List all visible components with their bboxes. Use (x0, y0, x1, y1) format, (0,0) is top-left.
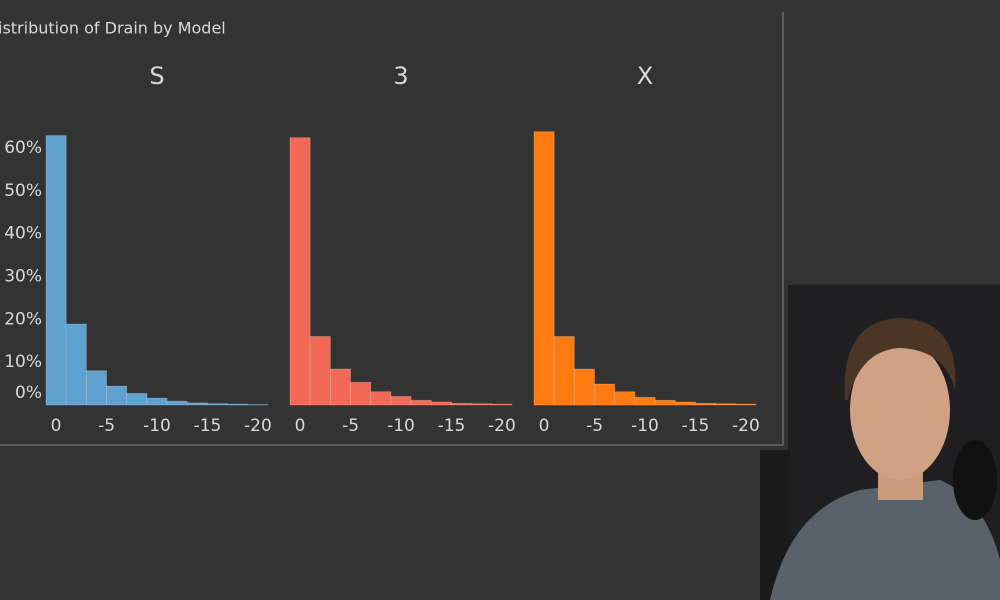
x-tick-label: -5 (342, 416, 359, 436)
x-tick-label: -15 (438, 416, 466, 436)
bar (390, 396, 412, 406)
bar (614, 391, 636, 406)
y-tick-label: 10% (4, 352, 42, 372)
x-tick-label: 0 (539, 416, 550, 436)
bar (654, 399, 676, 406)
face (850, 340, 950, 480)
bar (735, 403, 757, 406)
webcam (760, 285, 1000, 600)
microphone (953, 440, 997, 520)
x-tick-label: 0 (295, 416, 306, 436)
x-tick-label: -20 (732, 416, 760, 436)
y-tick-label: 20% (4, 309, 42, 329)
bar (207, 403, 229, 406)
bar (146, 397, 168, 406)
bar (309, 336, 331, 406)
x-tick-label: -20 (488, 416, 516, 436)
x-tick-label: 0 (51, 416, 62, 436)
bar (126, 393, 148, 406)
bar (65, 323, 87, 406)
bar (85, 370, 107, 406)
bar (594, 383, 616, 406)
panel-title: 3 (393, 62, 408, 90)
x-tick-label: -10 (387, 416, 415, 436)
y-tick-label: 60% (4, 138, 42, 158)
bar (553, 336, 575, 406)
bar (430, 401, 452, 406)
bar (533, 131, 555, 406)
bar (674, 401, 696, 406)
bar (573, 368, 595, 406)
bar (106, 385, 128, 406)
bar (45, 135, 67, 406)
bar (186, 402, 208, 406)
x-tick-label: -5 (98, 416, 115, 436)
bar (289, 137, 311, 406)
x-tick-label: -20 (244, 416, 272, 436)
bar (634, 396, 656, 406)
bar (370, 391, 392, 406)
y-tick-label: 50% (4, 181, 42, 201)
y-tick-label: 0% (15, 383, 42, 403)
bar (471, 403, 493, 406)
y-tick-label: 30% (4, 266, 42, 286)
x-tick-label: -10 (143, 416, 171, 436)
bar (166, 400, 188, 406)
panel-title: X (637, 62, 653, 90)
hair (844, 318, 956, 400)
y-tick-label: 40% (4, 224, 42, 244)
bar (410, 399, 432, 406)
bar (451, 402, 473, 406)
shirt (770, 480, 1000, 600)
bar (350, 381, 372, 406)
x-tick-label: -10 (631, 416, 659, 436)
panel-title: S (149, 62, 164, 90)
chart-title: istribution of Drain by Model (0, 19, 226, 38)
bar (227, 403, 249, 406)
x-tick-label: -5 (586, 416, 603, 436)
bar (695, 402, 717, 406)
x-tick-label: -15 (194, 416, 222, 436)
x-tick-label: -15 (682, 416, 710, 436)
bar (715, 403, 737, 406)
bar (329, 368, 351, 406)
bar (491, 403, 513, 406)
